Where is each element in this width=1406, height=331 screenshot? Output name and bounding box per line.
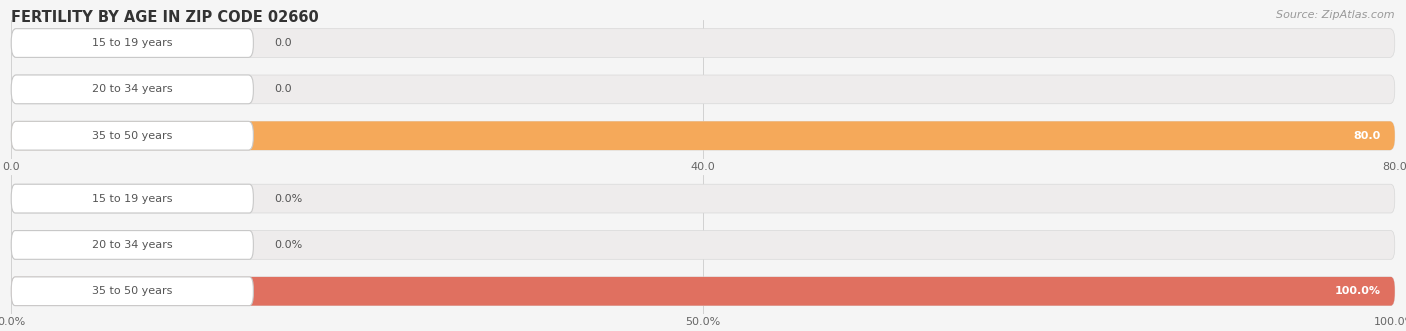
FancyBboxPatch shape bbox=[11, 231, 253, 259]
Text: 0.0: 0.0 bbox=[274, 84, 291, 94]
FancyBboxPatch shape bbox=[11, 277, 1395, 306]
FancyBboxPatch shape bbox=[11, 121, 1395, 150]
FancyBboxPatch shape bbox=[11, 121, 253, 150]
Text: 20 to 34 years: 20 to 34 years bbox=[91, 240, 173, 250]
FancyBboxPatch shape bbox=[11, 184, 1395, 213]
FancyBboxPatch shape bbox=[11, 231, 1395, 259]
Text: FERTILITY BY AGE IN ZIP CODE 02660: FERTILITY BY AGE IN ZIP CODE 02660 bbox=[11, 10, 319, 25]
FancyBboxPatch shape bbox=[11, 75, 253, 104]
Text: 15 to 19 years: 15 to 19 years bbox=[91, 38, 173, 48]
FancyBboxPatch shape bbox=[11, 29, 1395, 57]
Text: 35 to 50 years: 35 to 50 years bbox=[93, 286, 173, 296]
FancyBboxPatch shape bbox=[11, 184, 253, 213]
FancyBboxPatch shape bbox=[11, 277, 1395, 306]
Text: 20 to 34 years: 20 to 34 years bbox=[91, 84, 173, 94]
Text: 100.0%: 100.0% bbox=[1334, 286, 1381, 296]
Text: 0.0%: 0.0% bbox=[274, 240, 302, 250]
Text: Source: ZipAtlas.com: Source: ZipAtlas.com bbox=[1277, 10, 1395, 20]
Text: 35 to 50 years: 35 to 50 years bbox=[93, 131, 173, 141]
Text: 0.0: 0.0 bbox=[274, 38, 291, 48]
Text: 0.0%: 0.0% bbox=[274, 194, 302, 204]
FancyBboxPatch shape bbox=[11, 29, 253, 57]
Text: 15 to 19 years: 15 to 19 years bbox=[91, 194, 173, 204]
Text: 80.0: 80.0 bbox=[1354, 131, 1381, 141]
FancyBboxPatch shape bbox=[11, 121, 1395, 150]
FancyBboxPatch shape bbox=[11, 75, 1395, 104]
FancyBboxPatch shape bbox=[11, 277, 253, 306]
